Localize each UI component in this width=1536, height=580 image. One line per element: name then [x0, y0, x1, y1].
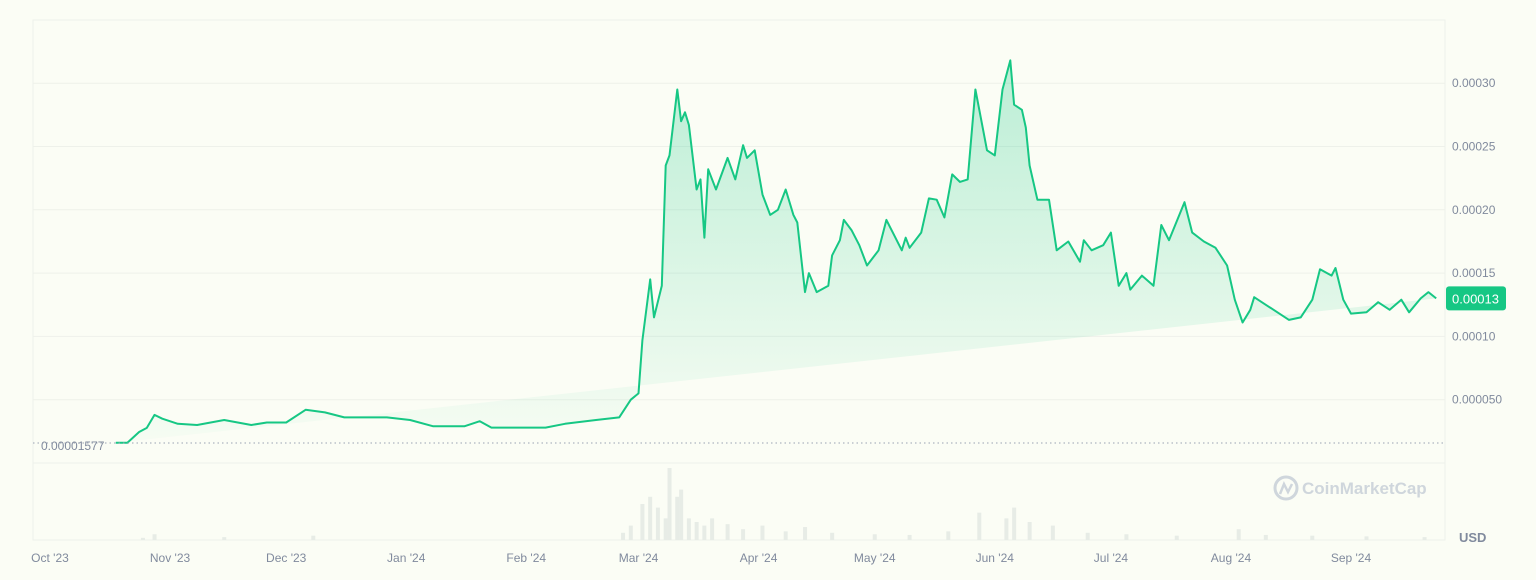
volume-bar	[675, 496, 680, 540]
x-tick-label: Feb '24	[506, 551, 546, 565]
volume-bar	[783, 531, 788, 540]
x-tick-label: Jul '24	[1094, 551, 1129, 565]
logo-mark	[1278, 480, 1294, 495]
volume-bar	[1004, 518, 1009, 540]
x-tick-label: Oct '23	[31, 551, 69, 565]
volume-bars	[140, 468, 1427, 540]
volume-bar	[1012, 507, 1017, 540]
y-tick-label: 0.00010	[1452, 329, 1496, 343]
current-price-label: 0.00013	[1452, 291, 1499, 306]
volume-bar	[655, 507, 660, 540]
volume-bar	[1422, 537, 1427, 540]
price-line	[115, 59, 1437, 444]
volume-bar	[1174, 535, 1179, 540]
x-tick-label: Aug '24	[1211, 551, 1252, 565]
volume-bar	[663, 518, 668, 540]
volume-bar	[872, 534, 877, 540]
current-price-badge-bg	[1446, 286, 1506, 311]
volume-bar	[907, 534, 912, 540]
volume-bar	[621, 532, 626, 540]
volume-bar	[648, 496, 653, 540]
volume-bar	[710, 518, 715, 540]
volume-bar	[1124, 534, 1129, 540]
volume-bar	[725, 524, 730, 540]
volume-bar	[1027, 522, 1032, 540]
volume-bar	[679, 489, 684, 540]
volume-bar	[694, 522, 699, 540]
y-tick-label: 0.00030	[1452, 76, 1496, 90]
volume-bar	[628, 525, 633, 540]
volume-bar	[741, 529, 746, 540]
y-axis: 0.000050 0.00010 0.00015 0.00020 0.00025 0.00…	[1452, 76, 1502, 407]
volume-bar	[702, 525, 707, 540]
x-tick-label: Jan '24	[387, 551, 426, 565]
volume-bar	[760, 525, 765, 540]
volume-bar	[1263, 534, 1268, 540]
volume-bar	[152, 534, 157, 540]
watermark-logo: CoinMarketCap	[1273, 475, 1427, 501]
y-tick-label: 0.00015	[1452, 266, 1496, 280]
coinmarketcap-logo-icon	[1273, 475, 1299, 501]
x-tick-label: Mar '24	[619, 551, 659, 565]
volume-bar	[1050, 525, 1055, 540]
volume-bar	[803, 527, 808, 540]
volume-bar	[1236, 529, 1241, 540]
current-price-badge: 0.00013	[1446, 286, 1506, 311]
volume-bar	[1364, 536, 1369, 540]
volume-bar	[1085, 532, 1090, 540]
x-axis: Oct '23 Nov '23 Dec '23 Jan '24 Feb '24 Mar '…	[31, 551, 1371, 565]
plot-frame	[32, 19, 1446, 541]
volume-bar	[222, 537, 227, 540]
volume-bar	[640, 504, 645, 540]
volume-bar	[1310, 535, 1315, 540]
x-tick-label: Sep '24	[1331, 551, 1372, 565]
volume-bar	[946, 531, 951, 540]
x-tick-label: Dec '23	[266, 551, 307, 565]
volume-bar	[830, 532, 835, 540]
volume-bar	[667, 468, 672, 540]
reference-line-label: 0.00001577	[41, 439, 105, 453]
price-area-fill	[115, 60, 1437, 443]
y-tick-label: 0.00020	[1452, 203, 1496, 217]
watermark-text: CoinMarketCap	[1302, 479, 1427, 498]
x-tick-label: May '24	[854, 551, 896, 565]
volume-bar	[140, 537, 145, 540]
x-tick-label: Jun '24	[976, 551, 1015, 565]
x-tick-label: Apr '24	[740, 551, 778, 565]
y-tick-label: 0.000050	[1452, 393, 1502, 407]
currency-unit-label: USD	[1459, 530, 1486, 545]
y-tick-label: 0.00025	[1452, 140, 1496, 154]
volume-bar	[977, 512, 982, 540]
x-tick-label: Nov '23	[150, 551, 191, 565]
volume-bar	[311, 535, 316, 540]
volume-bar	[686, 518, 691, 540]
